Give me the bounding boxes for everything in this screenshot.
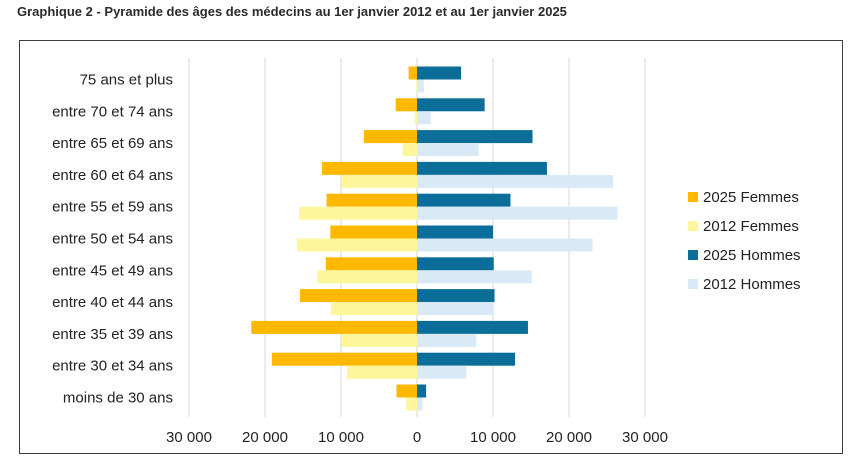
legend-swatch [688,250,698,260]
bar-2025-femmes [395,98,417,112]
bar-2012-femmes [406,397,417,411]
bar-2025-femmes [330,225,417,239]
legend-swatch [688,221,698,231]
bars [251,66,618,411]
bar-2012-hommes [417,79,424,93]
category-label: entre 45 et 49 ans [52,262,173,279]
bar-2025-hommes [417,257,494,271]
bar-2025-femmes [325,257,417,271]
bar-2012-femmes [414,111,417,125]
category-label: entre 55 et 59 ans [52,199,173,216]
x-tick-label: 20 000 [546,429,592,446]
bar-2012-hommes [417,365,467,379]
category-label: entre 50 et 54 ans [52,231,173,248]
bar-2025-femmes [271,352,417,366]
bar-2025-femmes [396,384,417,398]
bar-2012-femmes [341,333,417,347]
bar-2025-hommes [417,66,462,80]
bar-2025-hommes [417,384,427,398]
legend-label: 2025 Hommes [703,247,801,264]
x-tick-label: 30 000 [166,429,212,446]
x-tick-label: 0 [413,429,421,446]
bar-2012-femmes [416,79,417,93]
bar-2025-hommes [417,320,528,334]
bar-2012-hommes [417,111,431,125]
category-label: entre 35 et 39 ans [52,326,173,343]
x-tick-label: 10 000 [318,429,364,446]
legend-swatch [688,279,698,289]
legend-swatch [688,192,698,202]
x-tick-label: 30 000 [622,429,668,446]
x-tick-label: 20 000 [242,429,288,446]
bar-2012-femmes [402,143,417,157]
category-label: entre 65 et 69 ans [52,135,173,152]
bar-2025-hommes [417,130,533,144]
bar-2012-femmes [347,365,417,379]
category-label: entre 30 et 34 ans [52,358,173,375]
bar-2012-femmes [299,206,417,220]
bar-2025-hommes [417,193,511,207]
bar-2012-femmes [331,302,417,316]
x-tick-label: 10 000 [470,429,516,446]
legend-label: 2012 Hommes [703,276,801,293]
bar-2025-femmes [251,320,417,334]
page-title: Graphique 2 - Pyramide des âges des méde… [17,4,567,19]
legend: 2025 Femmes 2012 Femmes 2025 Hommes 2012 Ho… [688,189,801,293]
bar-2012-hommes [417,270,532,284]
bar-2012-hommes [417,143,479,157]
bar-2012-femmes [341,174,417,188]
category-label: entre 70 et 74 ans [52,103,173,120]
category-label: moins de 30 ans [63,390,173,407]
legend-label: 2012 Femmes [703,218,799,235]
category-label: entre 60 et 64 ans [52,167,173,184]
bar-2025-hommes [417,352,516,366]
bar-2012-hommes [417,174,614,188]
bar-2012-hommes [417,238,593,252]
bar-2025-hommes [417,161,547,175]
bar-2025-hommes [417,225,493,239]
x-tick-labels: 30 000 20 000 10 000 0 10 000 20 000 30 000 [166,429,668,446]
bar-2025-femmes [408,66,417,80]
bar-2025-hommes [417,98,485,112]
chart-frame [19,40,843,454]
bar-2025-femmes [322,161,417,175]
category-label: 75 ans et plus [80,72,173,89]
bar-2025-femmes [326,193,417,207]
bar-2012-hommes [417,397,423,411]
bar-2012-femmes [296,238,417,252]
legend-label: 2025 Femmes [703,189,799,206]
bar-2012-hommes [417,206,618,220]
bar-2012-hommes [417,302,494,316]
bar-2012-femmes [317,270,417,284]
bar-2025-femmes [299,289,417,303]
bar-2025-femmes [363,130,417,144]
bar-2025-hommes [417,289,495,303]
bar-2012-hommes [417,333,477,347]
category-labels: moins de 30 ans entre 30 et 34 ans entre 3… [52,72,173,407]
category-label: entre 40 et 44 ans [52,294,173,311]
